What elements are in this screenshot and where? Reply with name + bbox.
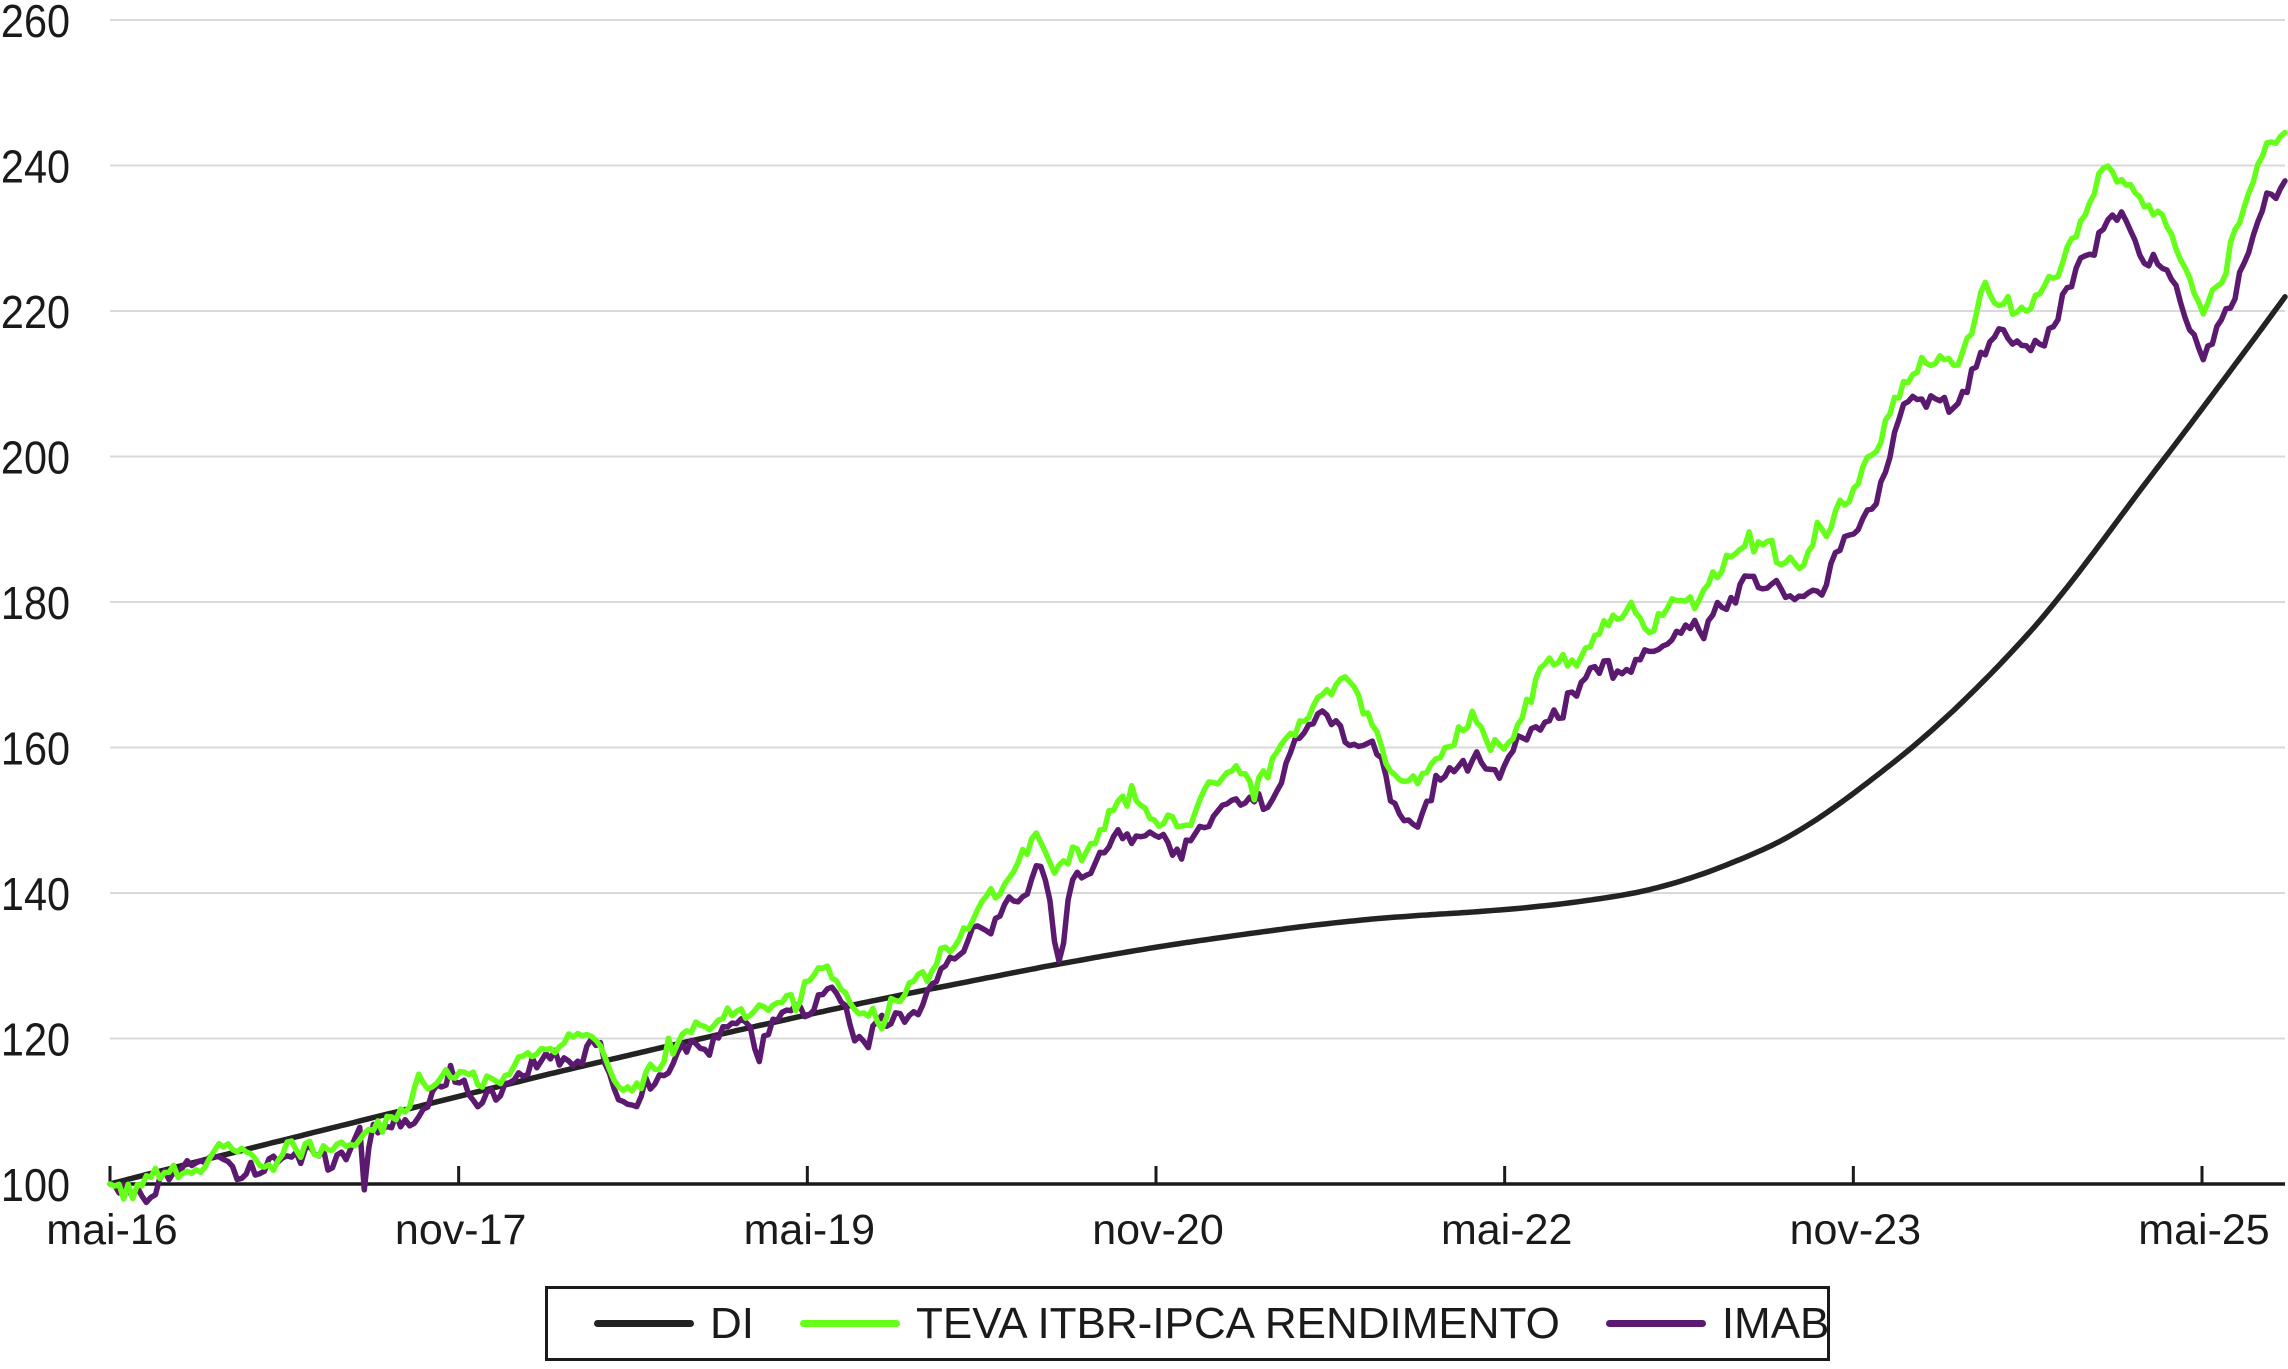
svg-text:nov-23: nov-23	[1790, 1206, 1921, 1254]
svg-text:mai-19: mai-19	[744, 1206, 875, 1254]
svg-text:100: 100	[1, 1160, 70, 1212]
svg-text:160: 160	[1, 724, 70, 776]
svg-text:260: 260	[1, 0, 70, 48]
svg-text:nov-20: nov-20	[1092, 1206, 1223, 1254]
svg-text:mai-22: mai-22	[1441, 1206, 1572, 1254]
svg-text:140: 140	[1, 869, 70, 921]
svg-text:120: 120	[1, 1015, 70, 1067]
svg-text:mai-25: mai-25	[2138, 1206, 2269, 1254]
svg-text:180: 180	[1, 578, 70, 630]
svg-text:mai-16: mai-16	[46, 1206, 177, 1254]
svg-text:nov-17: nov-17	[395, 1206, 526, 1254]
svg-text:240: 240	[1, 142, 70, 194]
svg-text:220: 220	[1, 287, 70, 339]
svg-text:200: 200	[1, 433, 70, 485]
